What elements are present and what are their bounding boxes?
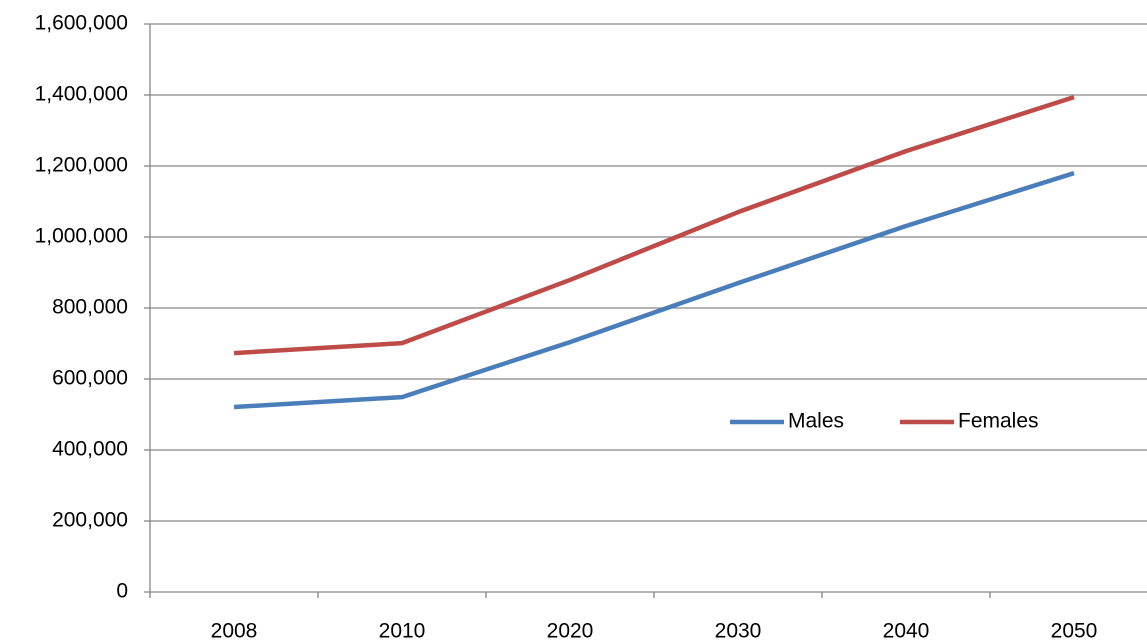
line-series [233,94,1075,356]
line-series [233,170,1075,410]
y-tick-label: 0 [116,580,128,603]
y-tick-label: 600,000 [52,367,128,390]
x-tick-label: 2020 [547,620,594,641]
x-tick-label: 2008 [211,620,258,641]
y-tick-label: 1,200,000 [35,154,128,177]
y-tick-label: 1,000,000 [35,225,128,248]
x-tick-label: 2030 [715,620,762,641]
legend-label: Females [958,410,1039,433]
y-tick-label: 400,000 [52,438,128,461]
y-tick-label: 1,400,000 [35,83,128,106]
y-tick-label: 200,000 [52,509,128,532]
x-tick-label: 2040 [883,620,930,641]
y-tick-label: 800,000 [52,296,128,319]
legend-label: Males [788,410,844,433]
x-tick-label: 2050 [1051,620,1098,641]
y-tick-label: 1,600,000 [35,12,128,35]
x-tick-label: 2010 [379,620,426,641]
